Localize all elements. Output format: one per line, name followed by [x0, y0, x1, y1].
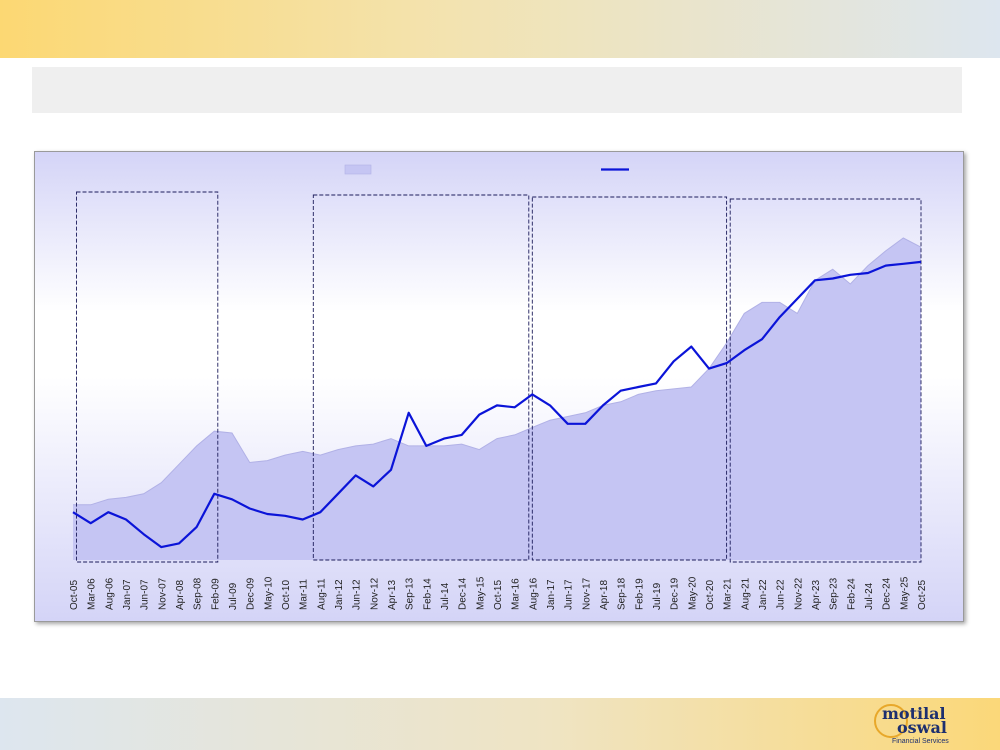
header-band [0, 0, 1000, 58]
x-tick-label: Oct-25 [917, 580, 928, 610]
period-box [76, 191, 219, 563]
period-box [729, 198, 922, 563]
x-tick-label: Feb-24 [846, 578, 857, 610]
x-tick-label: Dec-19 [670, 577, 681, 610]
x-tick-label: Jul-24 [864, 582, 875, 610]
x-tick-label: Feb-14 [422, 578, 433, 610]
chart-svg: Oct-05 Mar-06 Aug-06 Jan-07 Jun-07 Nov-07 Apr-… [69, 164, 928, 610]
x-tick-label: Aug-06 [104, 577, 115, 610]
x-tick-label: Jun-22 [776, 579, 787, 610]
x-tick-label: Nov-07 [157, 577, 168, 610]
x-tick-label: Sep-23 [829, 577, 840, 610]
x-tick-label: Jun-12 [352, 579, 363, 610]
x-tick-label: Nov-12 [369, 577, 380, 610]
x-tick-label: Jul-14 [440, 582, 451, 610]
x-tick-label: May-25 [899, 576, 910, 610]
x-tick-label: May-10 [263, 576, 274, 610]
x-tick-label: May-15 [475, 576, 486, 610]
x-tick-label: Jan-17 [546, 579, 557, 610]
title-placeholder [32, 67, 962, 113]
x-tick-label: Dec-09 [246, 577, 257, 610]
x-tick-label: Jun-17 [564, 579, 575, 610]
x-tick-label: Sep-13 [405, 577, 416, 610]
x-tick-label: Oct-15 [493, 580, 504, 610]
x-tick-label: Apr-08 [175, 580, 186, 610]
footer-band [0, 698, 1000, 750]
x-tick-label: Nov-17 [581, 577, 592, 610]
x-tick-label: Mar-06 [87, 578, 98, 610]
x-tick-label: Jan-07 [122, 579, 133, 610]
area-series-edge [73, 237, 922, 506]
x-tick-label: Oct-10 [281, 580, 292, 610]
x-tick-label: Sep-18 [617, 577, 628, 610]
x-tick-label: Mar-11 [299, 579, 310, 610]
x-tick-label: Aug-11 [316, 578, 327, 610]
x-tick-label: Oct-20 [705, 580, 716, 610]
period-box [531, 196, 728, 561]
x-tick-label: Feb-09 [210, 578, 221, 610]
x-tick-label: Aug-16 [528, 577, 539, 610]
company-logo: motilal oswal Financial Services [870, 700, 962, 750]
x-tick-label: Dec-24 [882, 577, 893, 610]
x-tick-label: Feb-19 [634, 578, 645, 610]
x-tick-label: Sep-08 [193, 577, 204, 610]
area-series [73, 238, 921, 560]
x-tick-label: Jan-12 [334, 579, 345, 610]
chart-frame: Oct-05 Mar-06 Aug-06 Jan-07 Jun-07 Nov-07 Apr-… [34, 151, 964, 622]
x-tick-label: Apr-23 [811, 580, 822, 610]
legend-swatch-area [344, 164, 372, 175]
x-tick-label: Apr-18 [599, 580, 610, 610]
logo-ring-icon [874, 704, 908, 738]
x-tick-label: Aug-21 [740, 577, 751, 610]
x-tick-label: May-20 [687, 576, 698, 610]
x-tick-label: Mar-16 [511, 578, 522, 610]
x-tick-label: Jul-09 [228, 582, 239, 610]
x-tick-label: Jul-19 [652, 582, 663, 610]
period-box [312, 194, 530, 561]
x-tick-label: Jan-22 [758, 579, 769, 610]
line-series [72, 260, 922, 549]
x-tick-label: Mar-21 [723, 578, 734, 610]
x-tick-label: Dec-14 [458, 577, 469, 610]
x-tick-label: Jun-07 [140, 579, 151, 610]
x-tick-label: Nov-22 [793, 577, 804, 610]
x-tick-label: Apr-13 [387, 580, 398, 610]
x-tick-label: Oct-05 [69, 580, 80, 610]
